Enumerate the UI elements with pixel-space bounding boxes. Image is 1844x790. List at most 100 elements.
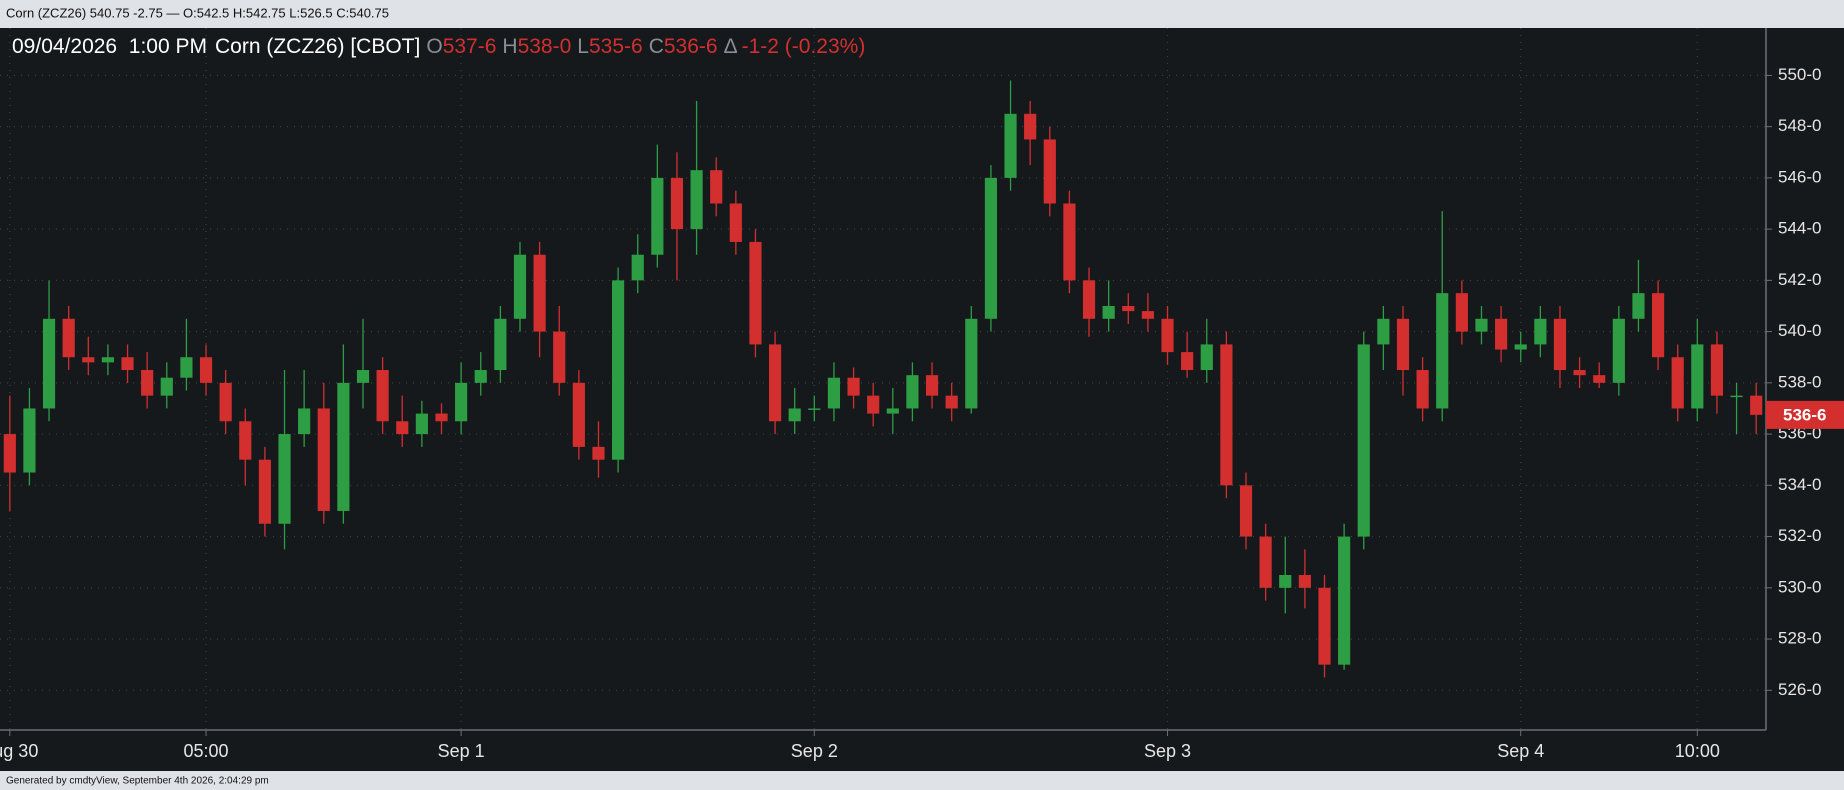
candle-body	[356, 370, 370, 383]
y-tick-label: 526-0	[1778, 680, 1821, 699]
candle-body	[1730, 395, 1743, 398]
candle-body	[572, 382, 585, 447]
candle-body	[710, 170, 723, 204]
candle-body	[690, 170, 703, 230]
candle-body	[1082, 280, 1096, 319]
x-tick-label: Aug 30	[0, 741, 38, 761]
legend-low-label: L	[577, 35, 589, 58]
candle-body	[376, 370, 389, 422]
legend-change-label: Δ	[724, 35, 738, 58]
candle-body	[670, 177, 684, 230]
candle-body	[1161, 318, 1174, 353]
candle-body	[768, 344, 782, 422]
candle-body	[1181, 352, 1194, 371]
candle-body	[1436, 293, 1449, 409]
candle-body	[121, 357, 134, 371]
y-tick-label: 528-0	[1778, 629, 1821, 648]
candle-body	[1671, 357, 1684, 409]
candle-body	[23, 408, 36, 473]
candle-body	[808, 408, 821, 410]
chart-background	[0, 28, 1844, 771]
x-tick-label: 10:00	[1675, 741, 1720, 761]
candle-body	[141, 370, 154, 396]
candle-body	[1691, 344, 1704, 409]
candle-body	[258, 459, 271, 524]
candle-body	[1004, 113, 1017, 178]
candle-body	[494, 318, 507, 371]
x-tick-label: Sep 3	[1144, 741, 1191, 761]
x-tick-label: Sep 1	[438, 741, 485, 761]
legend: 09/04/2026 1:00 PM Corn (ZCZ26) [CBOT] O53…	[12, 35, 865, 58]
candle-body	[1338, 536, 1351, 665]
legend-datetime: 09/04/2026 1:00 PM	[12, 35, 207, 58]
candle-body	[1455, 293, 1468, 332]
candle-body	[317, 408, 330, 511]
candle-body	[984, 177, 998, 319]
candle-body	[1024, 113, 1037, 140]
candle-body	[82, 357, 95, 363]
candle-body	[435, 413, 448, 422]
candle-body	[101, 357, 115, 363]
candle-body	[239, 421, 252, 460]
candle-body	[219, 382, 232, 422]
candle-body	[1259, 536, 1272, 588]
footer-bar	[0, 771, 1844, 790]
candle-body	[1239, 485, 1253, 537]
candle-body	[180, 357, 193, 378]
candle-body	[62, 318, 75, 358]
x-tick-label: 05:00	[184, 741, 229, 761]
y-tick-label: 538-0	[1778, 372, 1821, 391]
legend-high-label: H	[502, 35, 517, 58]
legend-close: 536-6	[664, 35, 718, 58]
y-tick-label: 550-0	[1778, 65, 1821, 84]
candle-body	[1063, 203, 1076, 281]
candle-body	[1632, 293, 1645, 319]
candle-body	[1475, 318, 1488, 332]
candle-body	[906, 375, 919, 409]
last-price-label: 536-6	[1783, 405, 1826, 424]
header-bar	[0, 0, 1844, 28]
candle-body	[199, 357, 213, 383]
candle-body	[298, 408, 311, 435]
candle-body	[533, 254, 546, 332]
candle-body	[1220, 344, 1233, 486]
footer-text: Generated by cmdtyView, September 4th 20…	[6, 776, 269, 787]
candle-body	[1043, 139, 1056, 204]
x-tick-label: Sep 2	[791, 741, 838, 761]
header-text: Corn (ZCZ26) 540.75 -2.75 — O:542.5 H:54…	[6, 5, 389, 20]
candle-body	[455, 382, 468, 422]
legend-high: 538-0	[518, 35, 572, 58]
candle-body	[513, 254, 527, 319]
candle-body	[1612, 318, 1625, 383]
y-tick-label: 544-0	[1778, 219, 1821, 238]
y-tick-label: 546-0	[1778, 167, 1821, 186]
candle-body	[1534, 318, 1547, 345]
candle-body	[1357, 344, 1370, 537]
candle-body	[1750, 395, 1763, 415]
candle-body	[1573, 370, 1586, 376]
candle-body	[1122, 305, 1135, 312]
x-tick-label: Sep 4	[1497, 741, 1544, 761]
candle-body	[1200, 344, 1213, 371]
candle-body	[415, 413, 428, 435]
candle-body	[1495, 318, 1508, 350]
candle-body	[631, 254, 644, 281]
candle-body	[827, 377, 841, 409]
candle-body	[160, 377, 173, 396]
legend-change: -1-2 (-0.23%)	[742, 35, 866, 58]
axes: 526-0528-0530-0532-0534-0536-0538-0540-0…	[0, 65, 1844, 761]
candle-body	[337, 382, 350, 511]
candle-body	[592, 446, 605, 460]
candle-body	[945, 395, 958, 409]
candle-body	[1593, 375, 1606, 383]
candle-body	[1651, 293, 1665, 358]
y-tick-label: 534-0	[1778, 475, 1821, 494]
candle-body	[42, 318, 56, 409]
candle-body	[1102, 305, 1115, 319]
candle-body	[886, 408, 899, 414]
candle-body	[1553, 318, 1567, 371]
candle-body	[474, 370, 487, 383]
candle-body	[3, 434, 16, 473]
candle-body	[729, 203, 742, 242]
